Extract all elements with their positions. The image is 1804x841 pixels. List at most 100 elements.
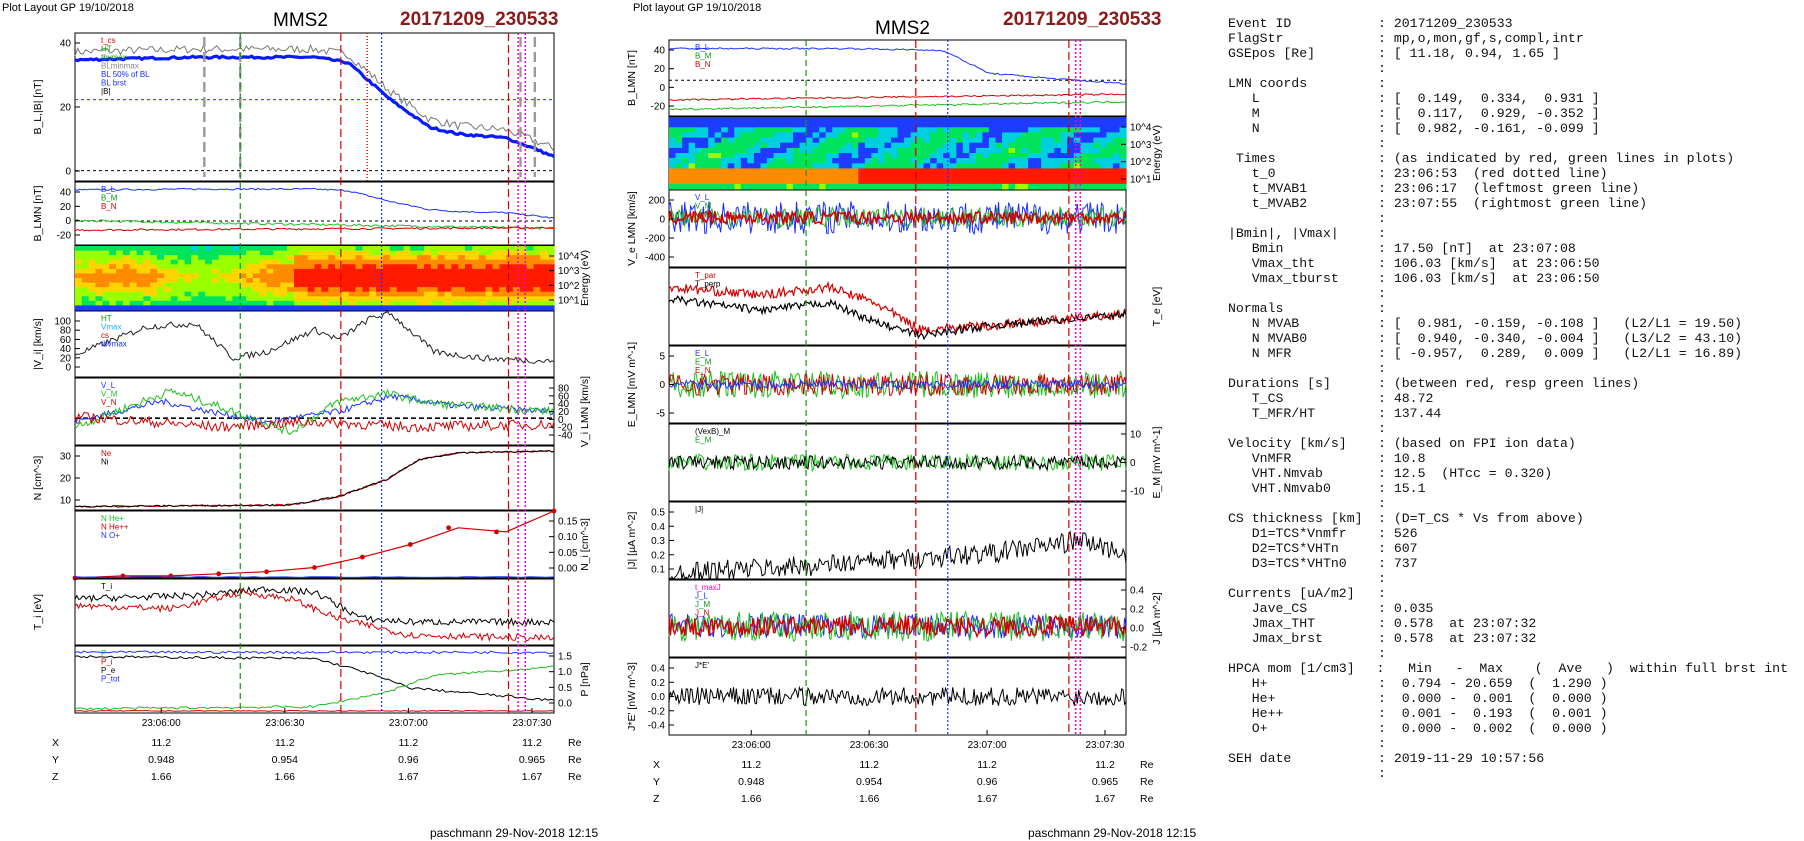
spectrogram-cell (321, 259, 329, 265)
spectrogram-cell (838, 117, 846, 123)
spectrogram-cell (389, 268, 398, 275)
spectrogram-cell (499, 250, 507, 256)
spectrogram-cell (389, 291, 398, 297)
spectrogram-cell (949, 122, 957, 128)
spectrogram-cell (1034, 122, 1042, 128)
spectrogram-cell (740, 183, 748, 190)
spectrogram-cell (1021, 137, 1029, 144)
spectrogram-cell (424, 300, 432, 307)
spectrogram-cell (314, 287, 322, 293)
spectrogram-cell (109, 278, 117, 284)
spectrogram-cell (499, 246, 507, 252)
summary-key (1228, 61, 1378, 76)
spectrogram-cell (897, 147, 905, 154)
spectrogram-cell (198, 291, 206, 297)
legend-entry: B_L (695, 43, 710, 52)
spectrogram-cell (417, 300, 425, 307)
spectrogram-cell (389, 273, 398, 279)
spectrogram-cell (177, 291, 185, 297)
spectrogram-cell (239, 255, 247, 261)
spectrogram-cell (845, 122, 853, 128)
spectrogram-cell (884, 163, 892, 169)
summary-row: O+: 0.000 - 0.002 ( 0.000 ) (1228, 721, 1788, 736)
spectrogram-cell (877, 183, 885, 190)
spectrogram-cell (695, 117, 703, 123)
coord-value: 11.2 (859, 759, 879, 771)
spectrogram-cell (102, 246, 110, 252)
y-tick-label: -10 (1130, 487, 1145, 498)
spectrogram-cell (812, 173, 820, 180)
spectrogram-cell (766, 127, 774, 133)
spectrogram-cell (799, 163, 807, 169)
spectrogram-cell (369, 296, 377, 302)
spectrogram-cell (753, 142, 761, 149)
spectrogram-cell (884, 132, 892, 139)
spectrogram-cell (348, 255, 357, 261)
y-tick-label: -40 (558, 431, 573, 442)
spectrogram-cell (273, 259, 281, 265)
spectrogram-cell (280, 268, 288, 275)
spectrogram-cell (75, 250, 83, 256)
ve-m-line (668, 205, 1127, 229)
spectrogram-cell (851, 183, 859, 190)
spectrogram-cell (218, 282, 227, 288)
spectrogram-cell (430, 287, 439, 293)
spectrogram-cell (832, 137, 840, 144)
summary-key (1228, 571, 1378, 586)
coord-value: 11.2 (275, 737, 295, 749)
spectrogram-cell (478, 278, 487, 284)
spectrogram-cell (218, 268, 227, 275)
spectrogram-cell (321, 305, 329, 311)
he-plus-plus-point (360, 554, 365, 560)
spectrogram-cell (669, 137, 677, 144)
spectrogram-cell (437, 278, 446, 284)
spectrogram-cell (321, 300, 329, 307)
spectrogram-cell (102, 282, 110, 288)
coord-value: 1.66 (151, 771, 172, 783)
spectrogram-cell (533, 246, 541, 252)
spectrogram-cell (307, 278, 316, 284)
spectrogram-cell (1093, 122, 1101, 128)
spectrogram-cell (1112, 122, 1120, 128)
spectrogram-cell (355, 287, 363, 293)
spectrogram-cell (806, 142, 814, 149)
spectrogram-cell (410, 255, 418, 261)
spectrogram-cell (871, 117, 879, 123)
spectrogram-cell (307, 268, 316, 275)
spectrogram-cell (799, 158, 807, 164)
coord-value: 0.96 (977, 776, 998, 788)
spectrogram-cell (864, 168, 872, 175)
spectrogram-cell (1047, 168, 1055, 175)
spectrogram-cell (910, 183, 918, 190)
spectrogram-cell (540, 278, 548, 284)
spectrogram-cell (766, 153, 774, 159)
spectrogram-cell (382, 259, 391, 265)
spectrogram-cell (740, 158, 748, 164)
spectrogram-cell (1021, 158, 1029, 164)
spectrogram-cell (218, 287, 227, 293)
spectrogram-cell (1099, 142, 1107, 149)
summary-key: Jave_CS (1228, 601, 1308, 616)
spectrogram-cell (512, 287, 521, 293)
spectrogram-cell (382, 246, 391, 252)
spectrogram-cell (191, 300, 199, 307)
spectrogram-cell (328, 287, 336, 293)
spectrogram-cell (232, 264, 240, 270)
spectrogram-cell (396, 291, 404, 297)
spectrogram-cell (1041, 137, 1049, 144)
spectrogram-cell (417, 259, 425, 265)
spectrogram-cell (956, 183, 964, 190)
spectrogram-cell (1067, 163, 1075, 169)
spectrogram-cell (714, 158, 722, 164)
spectrogram-cell (884, 178, 892, 185)
spectrogram-cell (812, 127, 820, 133)
spectrogram-cell (478, 255, 487, 261)
spectrogram-cell (389, 278, 398, 284)
spectrogram-cell (218, 305, 227, 311)
spectrogram-cell (465, 273, 473, 279)
spectrogram-cell (1047, 137, 1055, 144)
spectrogram-cell (858, 173, 866, 180)
spectrogram-cell (150, 282, 158, 288)
spectrogram-cell (701, 163, 709, 169)
spectrogram-cell (225, 287, 233, 293)
